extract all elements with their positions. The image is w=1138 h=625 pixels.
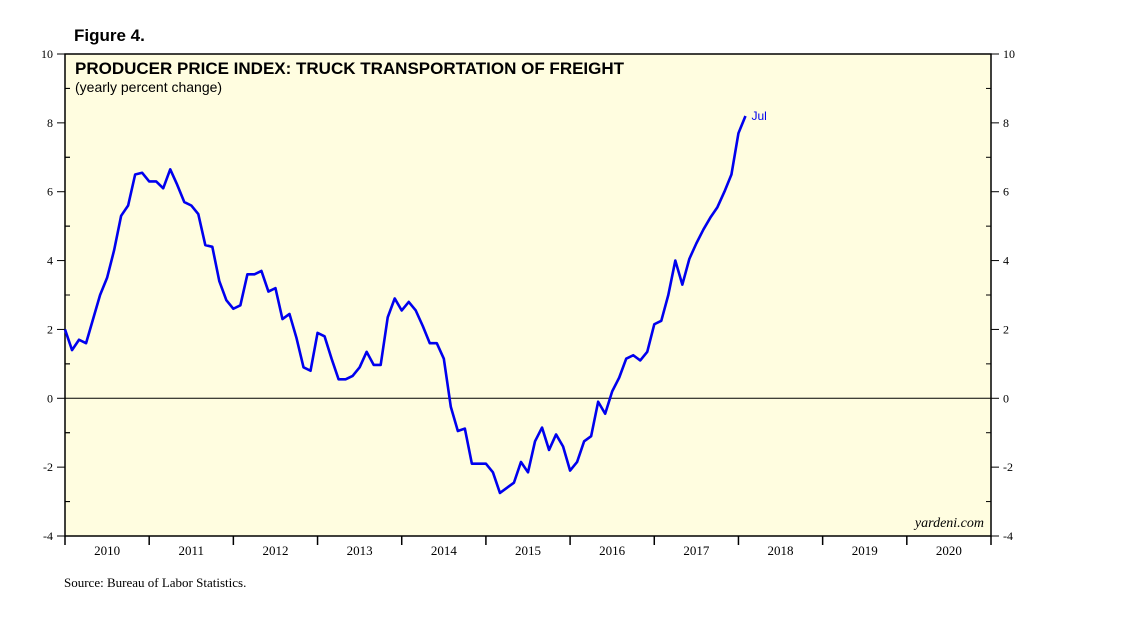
x-tick-label: 2011 [179,543,205,558]
chart-subtitle: (yearly percent change) [75,79,222,95]
figure-label: Figure 4. [74,26,145,45]
y-axis-right: -4 -2 0 2 4 6 8 10 [986,47,1015,543]
x-tick-label: 2019 [852,543,878,558]
y-tick-label-left: 6 [47,185,53,199]
x-axis: 2010 2011 2012 2013 2014 2015 2016 2017 2018 2019… [64,536,992,558]
x-tick-label: 2012 [262,543,288,558]
x-tick-label: 2018 [768,543,794,558]
y-tick-label-left: -4 [43,529,53,543]
y-tick-label-right: -4 [1003,529,1013,543]
x-tick-label: 2016 [599,543,626,558]
chart-title: PRODUCER PRICE INDEX: TRUCK TRANSPORTATI… [75,59,625,78]
y-axis-left: -4 -2 0 2 4 6 8 10 [41,47,70,543]
watermark: yardeni.com [913,516,984,531]
x-tick-label: 2013 [347,543,373,558]
y-tick-label-left: -2 [43,460,53,474]
series-line [63,115,747,495]
y-tick-label-right: 2 [1003,322,1009,336]
plot-area [64,53,992,537]
series-layer [63,115,747,495]
x-tick-label: 2015 [515,543,541,558]
y-tick-label-right: 0 [1003,391,1009,405]
source-note: Source: Bureau of Labor Statistics. [64,575,246,590]
y-tick-label-right: 4 [1003,254,1009,268]
y-tick-label-right: 8 [1003,116,1009,130]
y-tick-label-left: 2 [47,322,53,336]
x-tick-label: 2017 [683,543,710,558]
y-tick-label-right: 10 [1003,47,1015,61]
y-tick-label-left: 8 [47,116,53,130]
x-tick-label: 2010 [94,543,120,558]
annotations: Jul [751,109,766,123]
y-tick-label-left: 10 [41,47,53,61]
y-tick-label-right: -2 [1003,460,1013,474]
end-label: Jul [751,109,766,123]
x-tick-label: 2014 [431,543,458,558]
x-tick-label: 2020 [936,543,962,558]
y-tick-label-left: 0 [47,391,53,405]
y-tick-label-left: 4 [47,254,53,268]
y-tick-label-right: 6 [1003,185,1009,199]
